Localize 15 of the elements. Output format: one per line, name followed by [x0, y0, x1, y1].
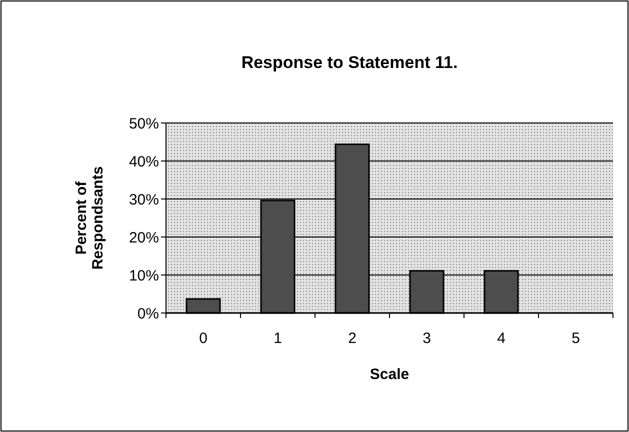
x-tick-label: 3: [422, 330, 431, 347]
x-tick-label: 1: [274, 330, 282, 347]
x-tick-label: 5: [572, 330, 580, 347]
x-axis-title: Scale: [370, 366, 410, 383]
y-tick-label: 20%: [128, 229, 159, 246]
y-tick-label: 30%: [128, 191, 159, 208]
y-tick-label: 0%: [137, 305, 159, 322]
chart-title: Response to Statement 11.: [241, 53, 458, 72]
y-axis-title: Percent of Respondsants: [72, 166, 106, 270]
x-tick-label: 4: [497, 330, 506, 347]
y-tick-label: 10%: [128, 267, 159, 284]
y-tick-label: 40%: [128, 153, 159, 170]
x-tick-label: 2: [348, 330, 356, 347]
x-tick-label: 0: [199, 330, 208, 347]
y-tick-label: 50%: [128, 115, 159, 132]
